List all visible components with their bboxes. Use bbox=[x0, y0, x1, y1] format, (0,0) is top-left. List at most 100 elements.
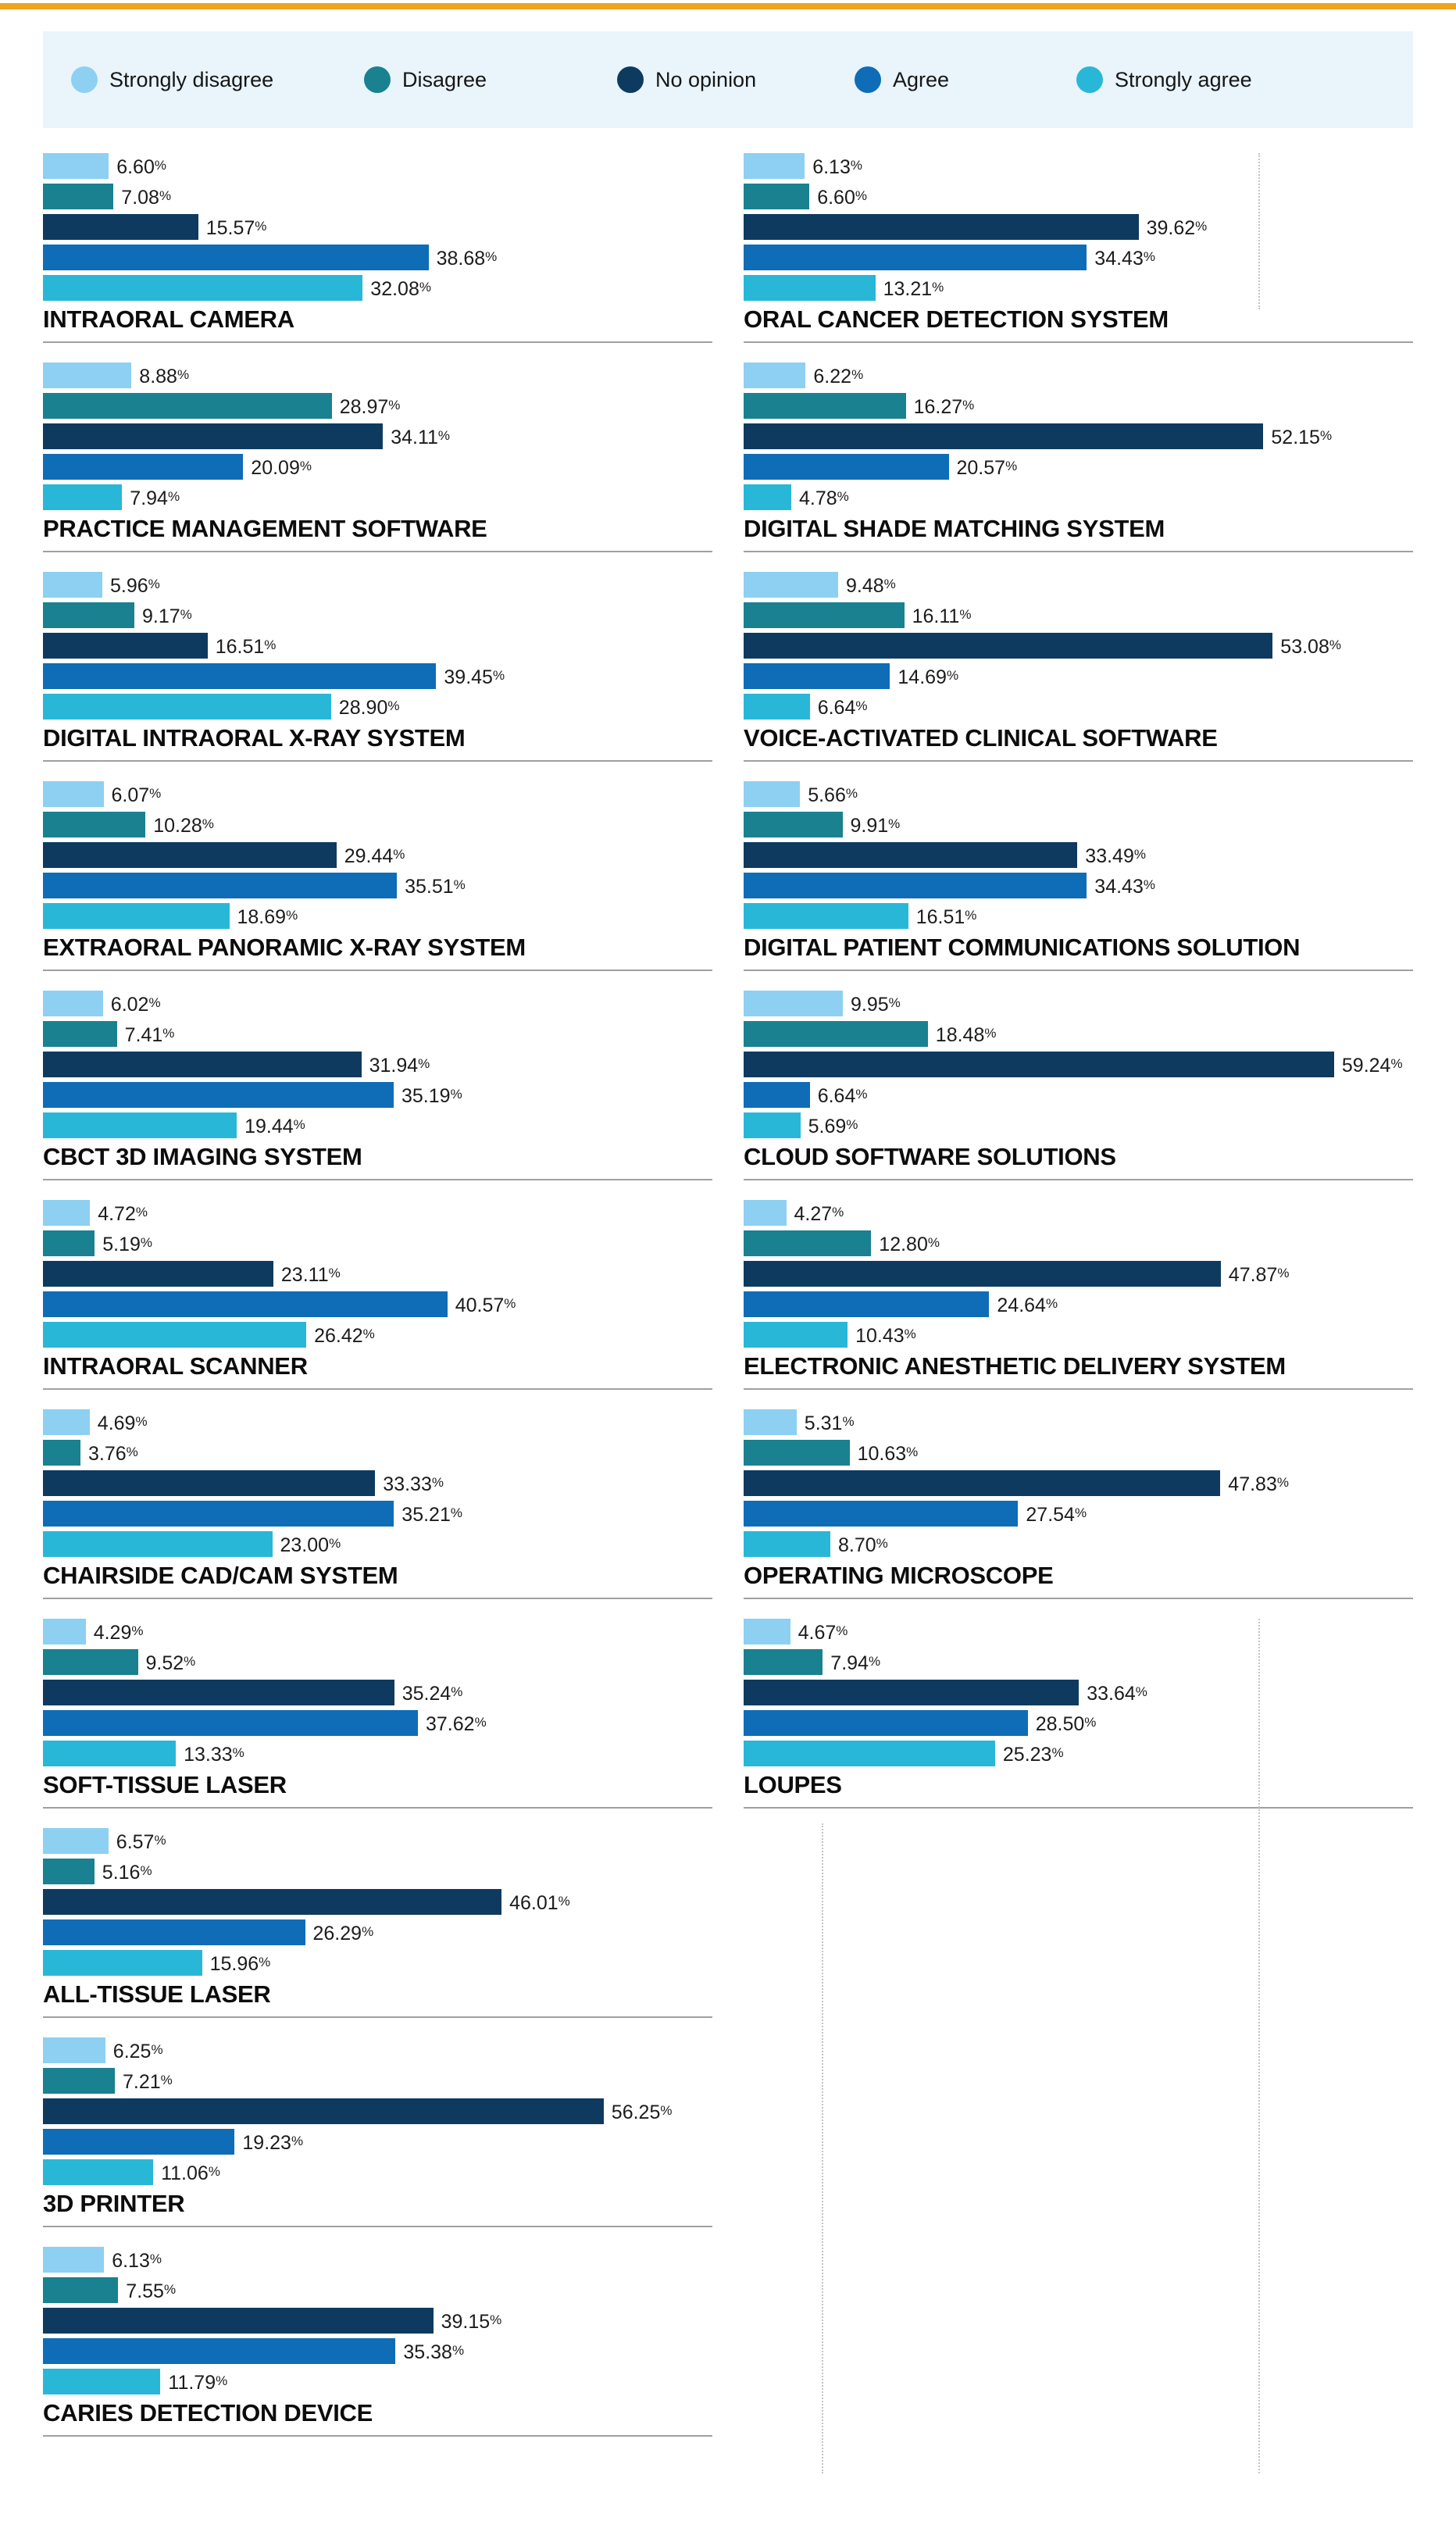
bar-value-label: 6.25% bbox=[112, 2040, 163, 2062]
bar-value-label: 24.64% bbox=[997, 1294, 1058, 1316]
bar-value-label: 13.33% bbox=[184, 1743, 244, 1766]
strongly-agree-bar bbox=[43, 1741, 177, 1766]
strongly-agree-bar bbox=[43, 1531, 273, 1557]
chart-divider bbox=[43, 551, 712, 552]
percent-sign: % bbox=[154, 1832, 166, 1848]
bar-value-label: 25.23% bbox=[1002, 1743, 1064, 1766]
bar-value-label: 34.43% bbox=[1094, 247, 1155, 270]
bar-row: 18.48% bbox=[744, 1021, 1413, 1047]
chart-divider bbox=[744, 1598, 1413, 1599]
chart-title: PRACTICE MANAGEMENT SOFTWARE bbox=[43, 515, 487, 542]
bar-row: 6.64% bbox=[744, 1082, 1413, 1108]
bar-row: 26.29% bbox=[43, 1919, 712, 1945]
bar-value-label: 19.23% bbox=[242, 2131, 304, 2154]
percent-sign: % bbox=[1329, 637, 1341, 652]
percent-sign: % bbox=[842, 1413, 855, 1429]
bar-value-label: 6.60% bbox=[817, 186, 867, 209]
disagree-bar bbox=[744, 602, 905, 628]
agree-bar bbox=[43, 1082, 394, 1108]
agree-color-dot bbox=[855, 66, 881, 93]
bar-value-label: 7.55% bbox=[126, 2280, 177, 2302]
bar-group: 6.13% 6.60% 39.62% 34.43% 13.21% bbox=[744, 153, 1413, 301]
chart-title: ELECTRONIC ANESTHETIC DELIVERY SYSTEM bbox=[744, 1352, 1286, 1380]
agree-bar bbox=[744, 873, 1087, 898]
bar-value-label: 34.43% bbox=[1094, 875, 1155, 898]
bar-row: 4.72% bbox=[43, 1200, 712, 1226]
bar-chart: 4.29% 9.52% 35.24% 37.62% 13.33% SOFT-TISSUE … bbox=[43, 1619, 712, 1828]
bar-row: 5.19% bbox=[43, 1230, 712, 1256]
bar-row: 34.43% bbox=[744, 245, 1413, 270]
percent-sign: % bbox=[387, 698, 400, 713]
bar-row: 53.08% bbox=[744, 633, 1413, 659]
bar-row: 6.13% bbox=[43, 2247, 712, 2273]
disagree-color-dot bbox=[364, 66, 391, 93]
percent-sign: % bbox=[163, 2281, 177, 2297]
chart-divider bbox=[43, 1807, 712, 1809]
bar-value-label: 35.24% bbox=[401, 1682, 463, 1705]
percent-sign: % bbox=[1277, 1265, 1290, 1280]
bar-row: 46.01% bbox=[43, 1889, 712, 1915]
disagree-bar bbox=[43, 393, 332, 419]
strongly-agree-bar bbox=[744, 1531, 830, 1557]
bar-value-label: 38.68% bbox=[436, 247, 498, 270]
bar-value-label: 9.17% bbox=[142, 605, 192, 627]
bar-value-label: 6.22% bbox=[813, 365, 864, 387]
bar-value-label: 28.50% bbox=[1035, 1712, 1097, 1735]
strongly-agree-bar bbox=[43, 2369, 161, 2394]
bar-value-label: 10.43% bbox=[855, 1324, 916, 1347]
strongly-agree-bar bbox=[744, 1322, 848, 1348]
agree-bar bbox=[744, 1501, 1019, 1527]
bar-row: 11.79% bbox=[43, 2369, 712, 2394]
percent-sign: % bbox=[431, 1474, 444, 1490]
bar-row: 39.15% bbox=[43, 2308, 712, 2334]
bar-value-label: 6.07% bbox=[111, 784, 162, 806]
strongly-disagree-bar bbox=[43, 781, 104, 807]
no-opinion-bar bbox=[43, 2308, 434, 2334]
percent-sign: % bbox=[846, 1116, 858, 1132]
strongly-disagree-bar bbox=[43, 991, 103, 1016]
bar-value-label: 6.64% bbox=[817, 1084, 868, 1107]
no-opinion-bar bbox=[744, 1680, 1080, 1705]
bar-value-label: 6.64% bbox=[817, 696, 868, 719]
percent-sign: % bbox=[1135, 1684, 1147, 1699]
percent-sign: % bbox=[558, 1893, 570, 1909]
strongly-disagree-bar bbox=[43, 572, 102, 598]
bar-chart: 6.07% 10.28% 29.44% 35.51% 18.69% EXTRAORAL P… bbox=[43, 781, 712, 991]
bar-chart: 4.27% 12.80% 47.87% 24.64% 10.43% ELECTRONIC … bbox=[744, 1200, 1413, 1409]
bar-group: 8.88% 28.97% 34.11% 20.09% 7.94% bbox=[43, 362, 712, 510]
bar-value-label: 5.19% bbox=[102, 1233, 152, 1255]
bar-group: 6.25% 7.21% 56.25% 19.23% 11.06% bbox=[43, 2037, 712, 2185]
chart-title: EXTRAORAL PANORAMIC X-RAY SYSTEM bbox=[43, 934, 526, 961]
bar-value-label: 4.69% bbox=[97, 1412, 148, 1434]
bar-row: 20.57% bbox=[744, 454, 1413, 480]
bar-value-label: 7.41% bbox=[124, 1023, 175, 1046]
bar-row: 39.45% bbox=[43, 663, 712, 689]
chart-title: DIGITAL PATIENT COMMUNICATIONS SOLUTION bbox=[744, 934, 1301, 961]
no-opinion-bar bbox=[744, 1470, 1221, 1496]
bar-row: 56.25% bbox=[43, 2098, 712, 2124]
bar-row: 5.16% bbox=[43, 1859, 712, 1884]
agree-bar bbox=[744, 245, 1087, 270]
bar-row: 4.78% bbox=[744, 484, 1413, 510]
legend-label: Strongly disagree bbox=[109, 67, 274, 91]
strongly-agree-bar bbox=[43, 275, 363, 301]
percent-sign: % bbox=[474, 1714, 487, 1730]
percent-sign: % bbox=[984, 1025, 997, 1041]
percent-sign: % bbox=[888, 995, 901, 1010]
chart-divider bbox=[744, 760, 1413, 762]
percent-sign: % bbox=[419, 279, 431, 295]
chart-title: SOFT-TISSUE LASER bbox=[43, 1771, 287, 1798]
bar-row: 7.55% bbox=[43, 2277, 712, 2303]
percent-sign: % bbox=[140, 1862, 152, 1878]
bar-chart: 6.22% 16.27% 52.15% 20.57% 4.78% DIGITAL SHAD… bbox=[744, 362, 1413, 572]
bar-row: 33.64% bbox=[744, 1680, 1413, 1705]
bar-row: 29.44% bbox=[43, 842, 712, 868]
bar-value-label: 26.42% bbox=[314, 1324, 375, 1347]
bar-row: 13.21% bbox=[744, 275, 1413, 301]
bar-value-label: 6.60% bbox=[116, 155, 166, 178]
percent-sign: % bbox=[151, 2041, 163, 2057]
bar-row: 23.00% bbox=[43, 1531, 712, 1557]
strongly-disagree-bar bbox=[43, 153, 109, 179]
disagree-bar bbox=[43, 602, 134, 628]
disagree-bar bbox=[43, 1649, 138, 1675]
